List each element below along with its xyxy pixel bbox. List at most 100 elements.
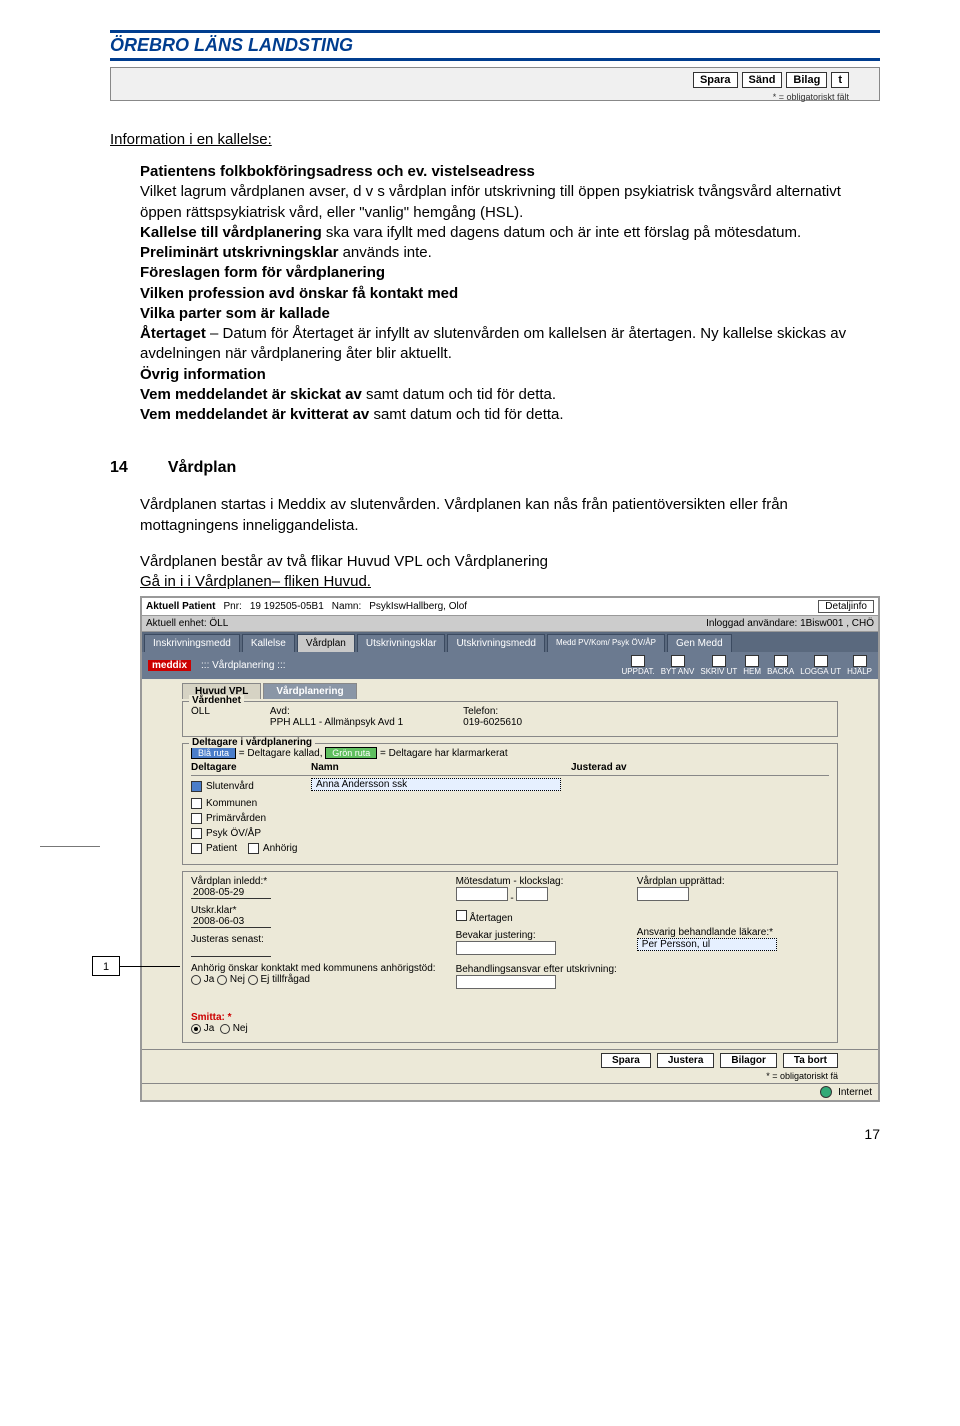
bilag-button[interactable]: Bilag: [786, 72, 827, 88]
p4-rest: används inte.: [338, 244, 431, 261]
tab-inskrivningsmedd[interactable]: Inskrivningsmedd: [144, 634, 240, 652]
p3-bold: Kallelse till vårdplanering: [140, 224, 322, 241]
spara-button[interactable]: Spara: [693, 72, 738, 88]
tel-value: 019-6025610: [463, 717, 522, 728]
tab-medd-pv[interactable]: Medd PV/Kom/ Psyk ÖV/ÅP: [547, 634, 665, 652]
p3-rest: ska vara ifyllt med dagens datum och är …: [322, 224, 801, 241]
p9: Övrig information: [140, 366, 266, 383]
beh-input[interactable]: [456, 975, 556, 989]
utskr-value[interactable]: 2008-06-03: [191, 916, 271, 928]
p6: Vilken profession avd önskar få kontakt …: [140, 285, 458, 302]
radio-nej[interactable]: [217, 975, 227, 985]
section-14-heading: 14 Vårdplan: [110, 459, 880, 477]
anhorig-label: Anhörig önskar konktakt med kommunens an…: [191, 963, 436, 974]
justeras-value[interactable]: [191, 945, 271, 957]
tel-label: Telefon:: [463, 706, 498, 717]
namn-slutenvard[interactable]: Anna Andersson ssk: [311, 778, 561, 791]
footer-justera-button[interactable]: Justera: [657, 1053, 715, 1068]
namn-label: Namn:: [332, 601, 361, 612]
tab-kallelse[interactable]: Kallelse: [242, 634, 295, 652]
col-justerad: Justerad av: [571, 762, 627, 773]
upprattad-input[interactable]: [637, 887, 689, 901]
avd-value: PPH ALL1 - Allmänpsyk Avd 1: [270, 717, 403, 728]
deltagare-row-primarvarden: Primärvården: [191, 811, 829, 826]
footer-bilagor-button[interactable]: Bilagor: [720, 1053, 776, 1068]
radio-ej[interactable]: [248, 975, 258, 985]
loggaut-icon[interactable]: LOGGA UT: [800, 655, 841, 676]
footer-obligatory-note: * = obligatoriskt fä: [142, 1071, 878, 1083]
aktuell-patient-label: Aktuell Patient: [146, 601, 215, 612]
tab-vardplan[interactable]: Vårdplan: [297, 634, 355, 652]
page-number: 17: [110, 1126, 880, 1142]
enhet-bar: Aktuell enhet: ÖLL Inloggad användare: 1…: [142, 616, 878, 632]
sec14-title: Vårdplan: [168, 459, 236, 476]
deltagare-legend: Deltagare i vårdplanering: [189, 737, 315, 748]
deltagare-fieldset: Deltagare i vårdplanering Blå ruta = Del…: [182, 743, 838, 865]
tab-gen-medd[interactable]: Gen Medd: [667, 634, 732, 652]
p11-bold: Vem meddelandet är kvitterat av: [140, 406, 369, 423]
justeras-label: Justeras senast:: [191, 934, 264, 945]
bevakar-label: Bevakar justering:: [456, 930, 536, 941]
mote-time-input[interactable]: [516, 887, 548, 901]
vardenhet-legend: Vårdenhet: [189, 695, 244, 706]
mote-date-input[interactable]: [456, 887, 508, 901]
avd-label: Avd:: [270, 706, 290, 717]
hjalp-icon[interactable]: HJÄLP: [847, 655, 872, 676]
smitta-ja[interactable]: [191, 1024, 201, 1034]
beh-label: Behandlingsansvar efter utskrivning:: [456, 964, 617, 975]
skrivut-icon[interactable]: SKRIV UT: [700, 655, 737, 676]
oll-value: ÖLL: [191, 706, 210, 728]
atertagen-checkbox[interactable]: [456, 910, 467, 921]
vardenhet-fieldset: Vårdenhet ÖLL Avd:PPH ALL1 - Allmänpsyk …: [182, 701, 838, 737]
inner-tab-vardplanering[interactable]: Vårdplanering: [263, 683, 356, 699]
toolbar-icons: UPPDAT. BYT ANV SKRIV UT HEM BACKA LOGGA…: [622, 655, 872, 676]
checkbox-anhorig[interactable]: [248, 843, 259, 854]
p1: Patientens folkbokföringsadress och ev. …: [140, 163, 535, 180]
deltagare-row-slutenvard: Slutenvård Anna Andersson ssk: [191, 776, 829, 796]
org-title: ÖREBRO LÄNS LANDSTING: [110, 35, 353, 55]
footer-spara-button[interactable]: Spara: [601, 1053, 651, 1068]
checkbox-kommunen[interactable]: [191, 798, 202, 809]
vardplan-inledd-value[interactable]: 2008-05-29: [191, 887, 271, 899]
backa-icon[interactable]: BACKA: [767, 655, 794, 676]
hem-icon[interactable]: HEM: [743, 655, 761, 676]
bevakar-input[interactable]: [456, 941, 556, 955]
sec14-num: 14: [110, 459, 128, 476]
pnr-label: Pnr:: [223, 601, 241, 612]
sec14-link: Gå in i i Vårdplanen– fliken Huvud.: [140, 572, 880, 592]
p8-rest: – Datum för Återtaget är infyllt av slut…: [140, 325, 846, 362]
checkbox-patient[interactable]: [191, 843, 202, 854]
atertagen-label: Återtagen: [469, 913, 512, 924]
arrow-indicator: [40, 846, 100, 847]
smitta-nej[interactable]: [220, 1024, 230, 1034]
deltagare-row-extra: Patient Anhörig: [191, 841, 829, 856]
sec14-p1: Vårdplanen startas i Meddix av slutenvår…: [140, 495, 880, 536]
deltagare-row-psyk: Psyk ÖV/ÅP: [191, 826, 829, 841]
ansvarig-value[interactable]: Per Persson, ul: [637, 938, 777, 951]
bytanv-icon[interactable]: BYT ANV: [661, 655, 695, 676]
p10-bold: Vem meddelandet är skickat av: [140, 386, 362, 403]
detaljinfo-button[interactable]: Detaljinfo: [818, 600, 874, 613]
shot-footer: Spara Justera Bilagor Ta bort: [142, 1049, 878, 1071]
smitta-label: Smitta: *: [191, 1012, 232, 1023]
utskr-label: Utskr.klar*: [191, 905, 237, 916]
checkbox-slutenvard[interactable]: [191, 781, 202, 792]
tab-utskrivningsklar[interactable]: Utskrivningsklar: [357, 634, 446, 652]
deltagare-header: Deltagare Namn Justerad av: [191, 762, 829, 776]
checkbox-psyk[interactable]: [191, 828, 202, 839]
tab-utskrivningsmedd[interactable]: Utskrivningsmedd: [447, 634, 544, 652]
intro-title: Information i en kallelse:: [110, 131, 880, 148]
uppdat-icon[interactable]: UPPDAT.: [622, 655, 655, 676]
p2: Vilket lagrum vårdplanen avser, d v s vå…: [140, 182, 880, 223]
footer-tabort-button[interactable]: Ta bort: [783, 1053, 838, 1068]
deltagare-key: Blå ruta = Deltagare kallad, Grön ruta =…: [191, 748, 829, 759]
sand-button[interactable]: Sänd: [742, 72, 783, 88]
t-button[interactable]: t: [831, 72, 849, 88]
top-toolbar-strip: Spara Sänd Bilag t * = obligatoriskt fäl…: [110, 67, 880, 101]
pnr-value: 19 192505-05B1: [250, 601, 324, 612]
p5: Föreslagen form för vårdplanering: [140, 264, 385, 281]
p7: Vilka parter som är kallade: [140, 305, 330, 322]
radio-ja[interactable]: [191, 975, 201, 985]
checkbox-primarvarden[interactable]: [191, 813, 202, 824]
inner-tabs: Huvud VPL Vårdplanering: [142, 679, 878, 699]
